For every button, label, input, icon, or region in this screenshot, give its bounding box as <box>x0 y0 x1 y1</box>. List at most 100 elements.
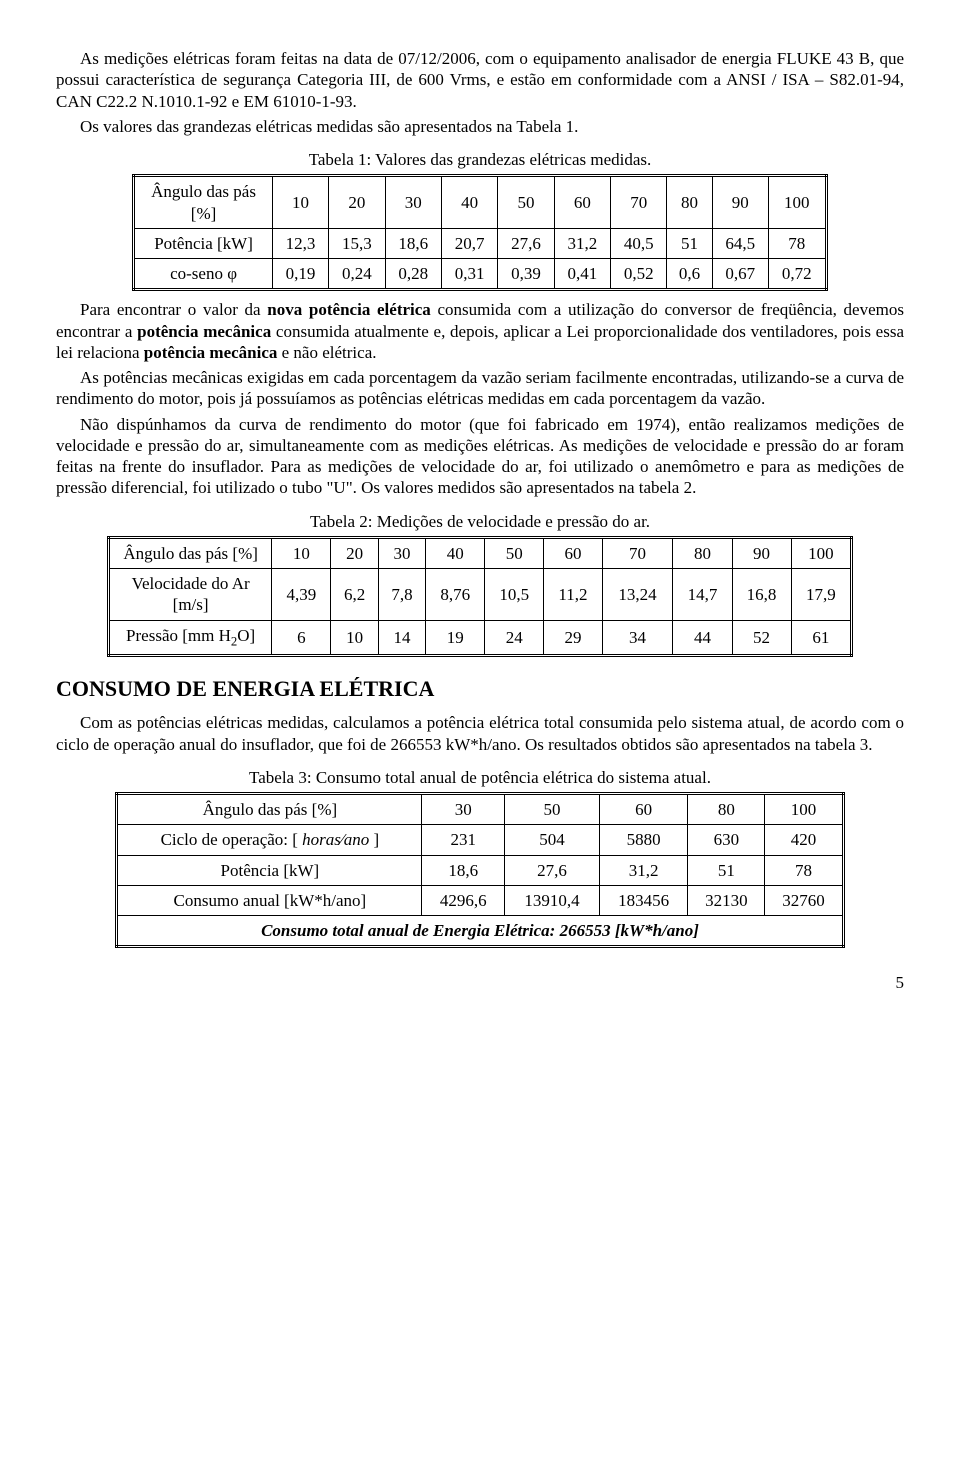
table-cell: 420 <box>765 825 843 855</box>
table-cell: 12,3 <box>272 228 328 258</box>
table-cell: 14 <box>378 620 425 655</box>
table-cell: 51 <box>688 855 765 885</box>
table-cell: 14,7 <box>673 569 732 621</box>
table-cell: 10 <box>272 537 331 568</box>
table-cell: 52 <box>732 620 791 655</box>
table-cell: 78 <box>765 855 843 885</box>
page-number: 5 <box>56 972 904 993</box>
table-cell: 0,28 <box>385 259 441 290</box>
table1-caption: Tabela 1: Valores das grandezas elétrica… <box>56 149 904 170</box>
table-cell: 50 <box>505 794 600 825</box>
table-cell: 34 <box>602 620 673 655</box>
table-cell: 4,39 <box>272 569 331 621</box>
table-cell: 90 <box>732 537 791 568</box>
table-cell: 17,9 <box>791 569 852 621</box>
table-cell: 0,72 <box>768 259 826 290</box>
table-cell: 18,6 <box>422 855 505 885</box>
table-cell: 13,24 <box>602 569 673 621</box>
table-cell: 10 <box>272 176 328 229</box>
table-cell: 0,31 <box>441 259 497 290</box>
section-heading-consumo: CONSUMO DE ENERGIA ELÉTRICA <box>56 675 904 703</box>
table-cell: 0,24 <box>329 259 385 290</box>
table-cell: 231 <box>422 825 505 855</box>
table-cell: 80 <box>688 794 765 825</box>
table-cell: 4296,6 <box>422 885 505 915</box>
table-row-header: Pressão [mm H2O] <box>108 620 272 655</box>
table-cell: 6 <box>272 620 331 655</box>
table-cell: 70 <box>602 537 673 568</box>
table-cell: 0,39 <box>498 259 554 290</box>
table-cell: 16,8 <box>732 569 791 621</box>
table-cell: 32130 <box>688 885 765 915</box>
table-row-header: Potência [kW] <box>134 228 272 258</box>
table-cell: 60 <box>544 537 602 568</box>
table-cell: 29 <box>544 620 602 655</box>
table-cell: 24 <box>485 620 544 655</box>
table-cell: 32760 <box>765 885 843 915</box>
table-cell: 10,5 <box>485 569 544 621</box>
table-cell: 50 <box>498 176 554 229</box>
table-cell: 50 <box>485 537 544 568</box>
table-cell: 27,6 <box>498 228 554 258</box>
table-cell: 90 <box>712 176 768 229</box>
table-cell: 15,3 <box>329 228 385 258</box>
table-cell: 11,2 <box>544 569 602 621</box>
mid-para-2: As potências mecânicas exigidas em cada … <box>56 367 904 410</box>
table-row-header: Ângulo das pás [%] <box>108 537 272 568</box>
table-cell: 78 <box>768 228 826 258</box>
table-cell: 13910,4 <box>505 885 600 915</box>
table-cell: 51 <box>667 228 712 258</box>
table-cell: 18,6 <box>385 228 441 258</box>
table-row-header: Ciclo de operação: [ horas⁄ano ] <box>117 825 422 855</box>
table-row-header: co-seno φ <box>134 259 272 290</box>
mid-para-3: Não dispúnhamos da curva de rendimento d… <box>56 414 904 499</box>
table2-caption: Tabela 2: Medições de velocidade e press… <box>56 511 904 532</box>
table-cell: 40 <box>441 176 497 229</box>
table-cell: 19 <box>426 620 485 655</box>
table-cell: 0,67 <box>712 259 768 290</box>
table-cell: 5880 <box>599 825 688 855</box>
table-cell: 20 <box>329 176 385 229</box>
table-cell: 0,19 <box>272 259 328 290</box>
table-cell: 44 <box>673 620 732 655</box>
table-cell: 630 <box>688 825 765 855</box>
table-cell: 504 <box>505 825 600 855</box>
table-cell: 6,2 <box>331 569 378 621</box>
intro-para-2: Os valores das grandezas elétricas medid… <box>56 116 904 137</box>
table3: Ângulo das pás [%]30506080100 Ciclo de op… <box>115 792 844 948</box>
table-cell: 40 <box>426 537 485 568</box>
table-cell: 31,2 <box>554 228 610 258</box>
table-cell: 100 <box>791 537 852 568</box>
table3-caption: Tabela 3: Consumo total anual de potênci… <box>56 767 904 788</box>
table-cell: 0,6 <box>667 259 712 290</box>
table-cell: 30 <box>385 176 441 229</box>
table-cell: 8,76 <box>426 569 485 621</box>
table-cell: 183456 <box>599 885 688 915</box>
table-cell: 100 <box>765 794 843 825</box>
table-row-header: Ângulo das pás [%] <box>117 794 422 825</box>
table-cell: 20,7 <box>441 228 497 258</box>
table-cell: 100 <box>768 176 826 229</box>
table-cell: 20 <box>331 537 378 568</box>
table-cell: 7,8 <box>378 569 425 621</box>
table-cell: 31,2 <box>599 855 688 885</box>
table1: Ângulo das pás [%]102030405060708090100P… <box>132 174 827 291</box>
table-cell: 61 <box>791 620 852 655</box>
table-cell: 60 <box>554 176 610 229</box>
table-cell: 30 <box>378 537 425 568</box>
table-row-header: Velocidade do Ar [m/s] <box>108 569 272 621</box>
table-cell: 0,41 <box>554 259 610 290</box>
table-cell: 30 <box>422 794 505 825</box>
table-cell: 10 <box>331 620 378 655</box>
table-cell: 60 <box>599 794 688 825</box>
table-cell: 40,5 <box>611 228 667 258</box>
table-cell: 70 <box>611 176 667 229</box>
consumo-para: Com as potências elétricas medidas, calc… <box>56 712 904 755</box>
table-row-header: Potência [kW] <box>117 855 422 885</box>
intro-para-1: As medições elétricas foram feitas na da… <box>56 48 904 112</box>
table-cell: 0,52 <box>611 259 667 290</box>
table-cell: 80 <box>667 176 712 229</box>
table-cell: 80 <box>673 537 732 568</box>
mid-para-1: Para encontrar o valor da nova potência … <box>56 299 904 363</box>
table3-total-cell: Consumo total anual de Energia Elétrica:… <box>117 916 843 947</box>
